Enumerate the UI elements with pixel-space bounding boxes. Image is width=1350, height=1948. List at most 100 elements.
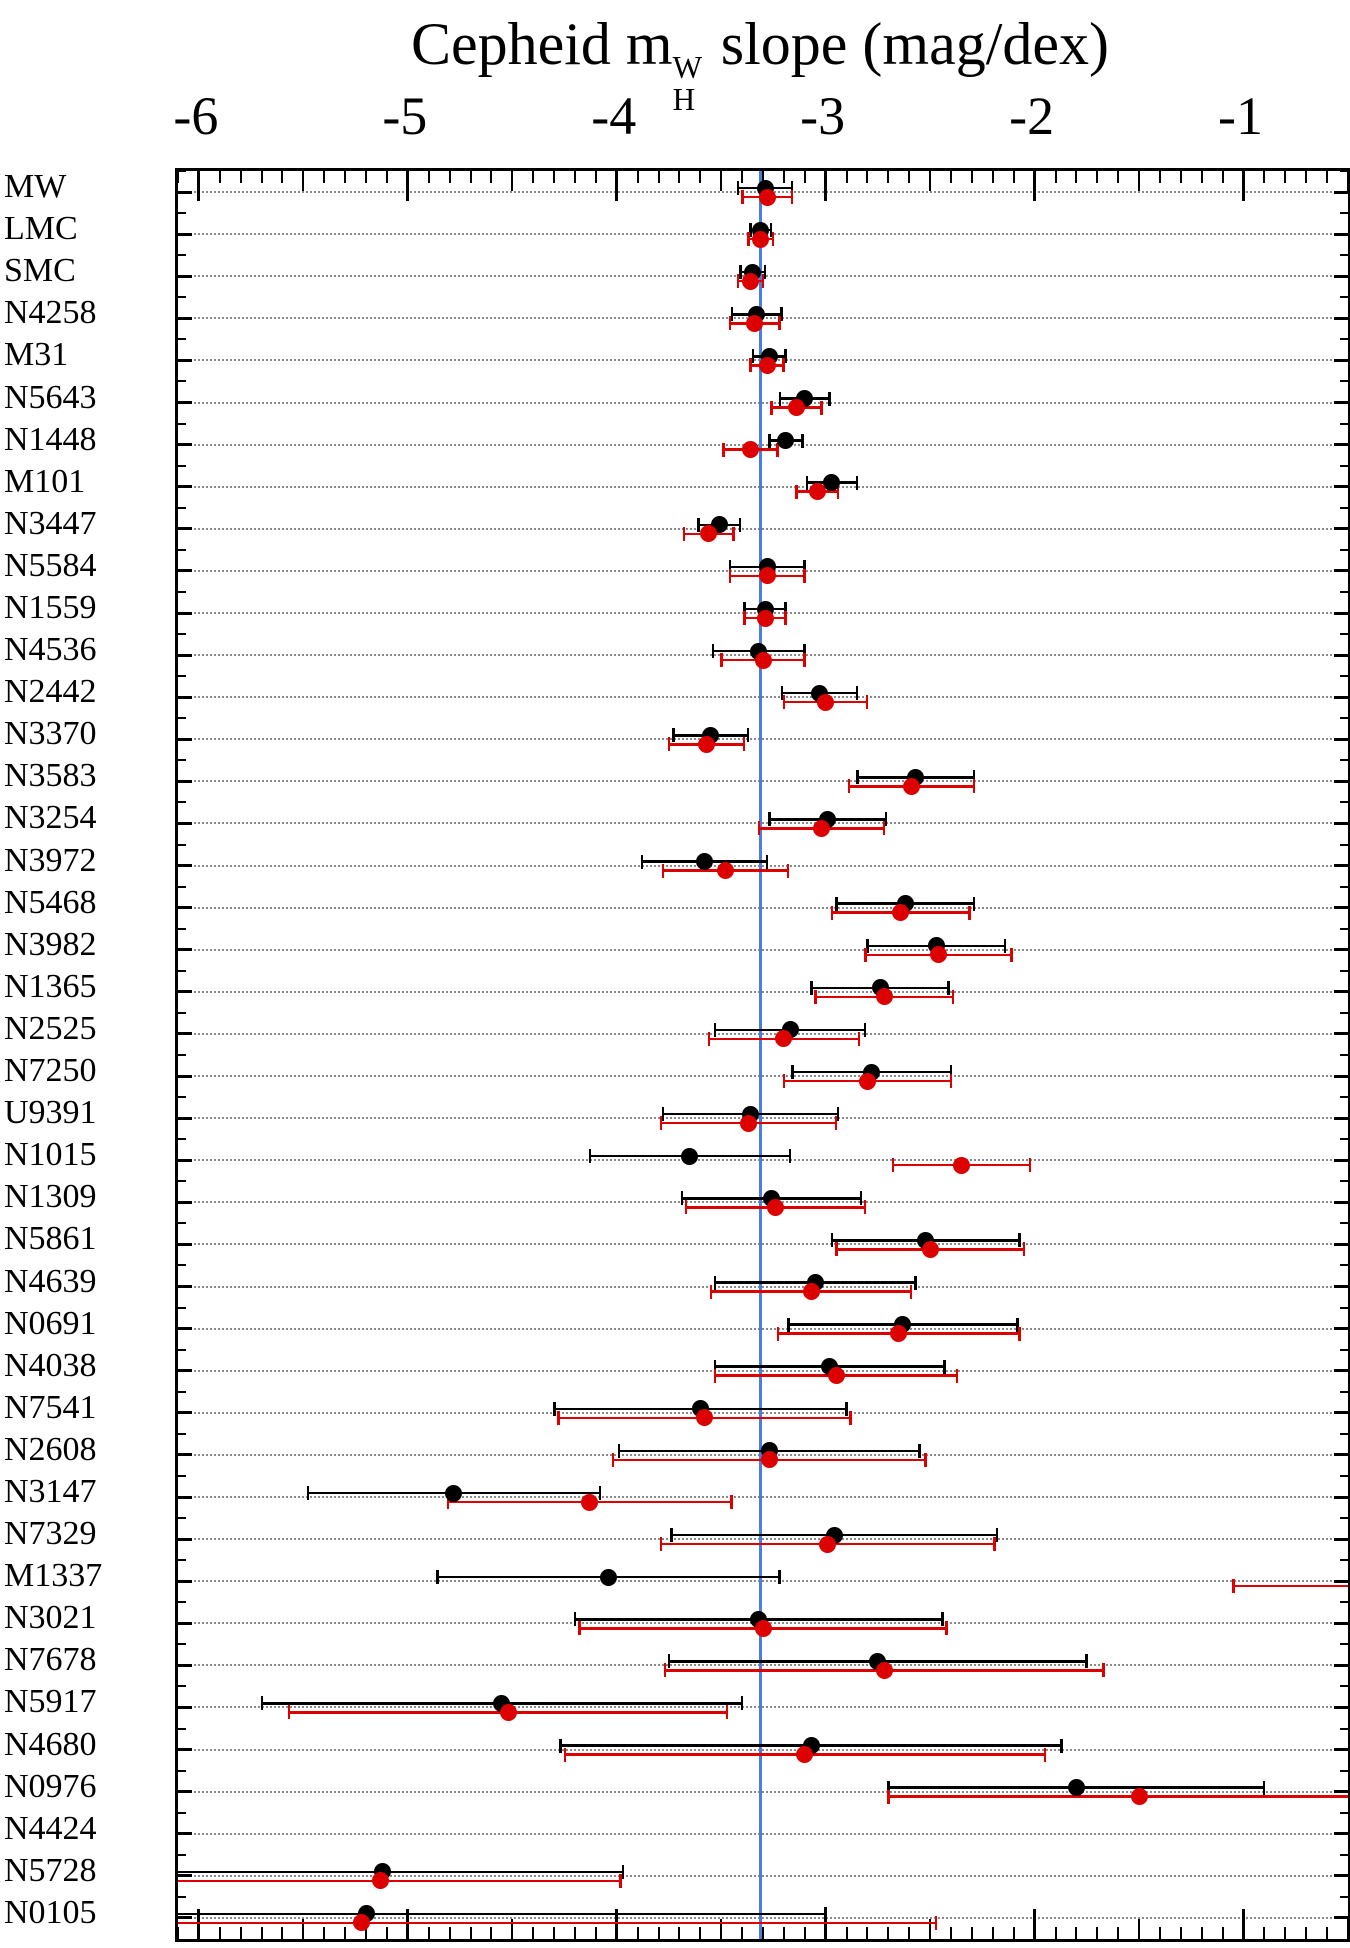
y-axis-row-tick [1334, 990, 1348, 994]
errorbar-black-cap [768, 433, 771, 448]
point-red [499, 1703, 517, 1721]
x-axis-tick-bottom [553, 1927, 556, 1939]
errorbar-red-cap [782, 1074, 786, 1089]
y-axis-minor-tick [1340, 969, 1348, 972]
x-axis-tick-top [365, 171, 368, 183]
errorbar-red-cap [891, 1158, 895, 1173]
y-axis-minor-tick [178, 1895, 186, 1898]
x-axis-tick-bottom [344, 1927, 347, 1939]
errorbar-red-cap [865, 695, 869, 710]
errorbar-red-cap [619, 1873, 622, 1888]
errorbar-black-cap [805, 475, 809, 490]
y-axis-row-tick [1334, 1327, 1348, 1331]
y-axis-minor-tick [178, 885, 186, 888]
errorbar-black-cap [1060, 1738, 1063, 1753]
y-axis-minor-tick [1340, 1853, 1348, 1856]
point-red [741, 441, 759, 459]
row-label: N2442 [4, 673, 97, 711]
row-gridline [178, 1748, 1348, 1751]
row-label: N4038 [4, 1346, 97, 1384]
x-axis-tick-top [511, 171, 514, 191]
errorbar-black-cap [713, 1022, 717, 1037]
y-axis-minor-tick [178, 1180, 186, 1183]
row-gridline [178, 948, 1348, 951]
errorbar-black-cap [260, 1696, 264, 1711]
y-axis-row-tick [1334, 1832, 1348, 1836]
y-axis-row-tick [1334, 1453, 1348, 1457]
point-red [767, 1198, 785, 1216]
errorbar-red-cap [1232, 1579, 1235, 1594]
x-axis-tick-bottom [365, 1927, 368, 1939]
point-red [890, 1325, 908, 1343]
y-axis-minor-tick [178, 254, 186, 257]
errorbar-black-cap [784, 349, 787, 364]
row-label: N1448 [4, 420, 97, 458]
y-axis-minor-tick [1340, 212, 1348, 215]
y-axis-minor-tick [1340, 1390, 1348, 1393]
errorbar-red-cap [955, 1368, 959, 1383]
errorbar-black-cap [667, 1654, 671, 1669]
row-gridline [178, 1369, 1348, 1372]
errorbar-red-cap [728, 316, 732, 331]
reference-line [759, 171, 763, 1939]
errorbar-red-cap [611, 1452, 615, 1467]
x-axis-tick-top [803, 171, 806, 183]
row-label: N4424 [4, 1809, 97, 1847]
y-axis-row-tick [178, 864, 192, 868]
y-axis-minor-tick [1340, 1180, 1348, 1183]
x-axis-tick-top [1075, 171, 1078, 183]
x-axis-tick-bottom [1138, 1919, 1141, 1939]
point-black [599, 1568, 617, 1586]
row-label: N3583 [4, 757, 97, 795]
errorbar-black-cap [1262, 1780, 1266, 1795]
errorbar-black-cap [778, 391, 782, 406]
errorbar-red-cap [761, 274, 764, 289]
x-axis-tick-bottom [178, 1927, 179, 1939]
row-gridline [178, 401, 1348, 404]
row-gridline [178, 1285, 1348, 1288]
y-axis-minor-tick [178, 927, 186, 930]
point-red [817, 693, 835, 711]
x-axis-tick-bottom [741, 1927, 744, 1939]
y-axis-row-tick [178, 1411, 192, 1415]
errorbar-black-cap [769, 223, 773, 238]
x-axis-tick-top [1117, 171, 1120, 183]
x-axis-tick-top [490, 171, 493, 183]
errorbar-black-cap [836, 1107, 840, 1122]
row-gridline [178, 1874, 1348, 1877]
y-axis-minor-tick [1340, 464, 1348, 467]
y-axis-row-tick [1334, 1032, 1348, 1036]
y-axis-minor-tick [178, 1853, 186, 1856]
point-red [758, 567, 776, 585]
y-axis-minor-tick [178, 506, 186, 509]
errorbar-red-cap [945, 1621, 948, 1636]
errorbar-black-cap [784, 602, 787, 616]
errorbar-red-cap [722, 442, 725, 457]
errorbar-red-cap [887, 1789, 890, 1804]
y-axis-row-tick [178, 821, 192, 825]
point-red [787, 399, 805, 417]
y-axis-minor-tick [178, 548, 186, 551]
row-gridline [178, 780, 1348, 783]
x-axis-tick-bottom [239, 1927, 242, 1939]
y-axis-minor-tick [1340, 1474, 1348, 1477]
errorbar-red-cap [1022, 1242, 1026, 1257]
x-axis-tick-top [762, 171, 764, 183]
errorbar-red-cap [720, 653, 723, 668]
x-axis-tick-bottom [636, 1927, 639, 1939]
errorbar-red-cap [713, 1368, 717, 1383]
x-axis-tick-top [573, 171, 576, 183]
point-red [930, 946, 947, 964]
row-label: N1559 [4, 589, 97, 626]
errorbar-black-cap [598, 1486, 602, 1500]
point-black [681, 1147, 699, 1165]
y-axis-row-tick [178, 1200, 192, 1204]
y-axis-minor-tick [1340, 1306, 1348, 1309]
x-axis-tick-top [1179, 171, 1182, 183]
errorbar-black-cap [751, 349, 755, 364]
y-axis-minor-tick [1340, 1685, 1348, 1688]
row-label: SMC [4, 252, 76, 290]
y-axis-minor-tick [178, 843, 186, 846]
y-axis-row-tick [178, 401, 192, 405]
y-axis-minor-tick [178, 1054, 186, 1056]
